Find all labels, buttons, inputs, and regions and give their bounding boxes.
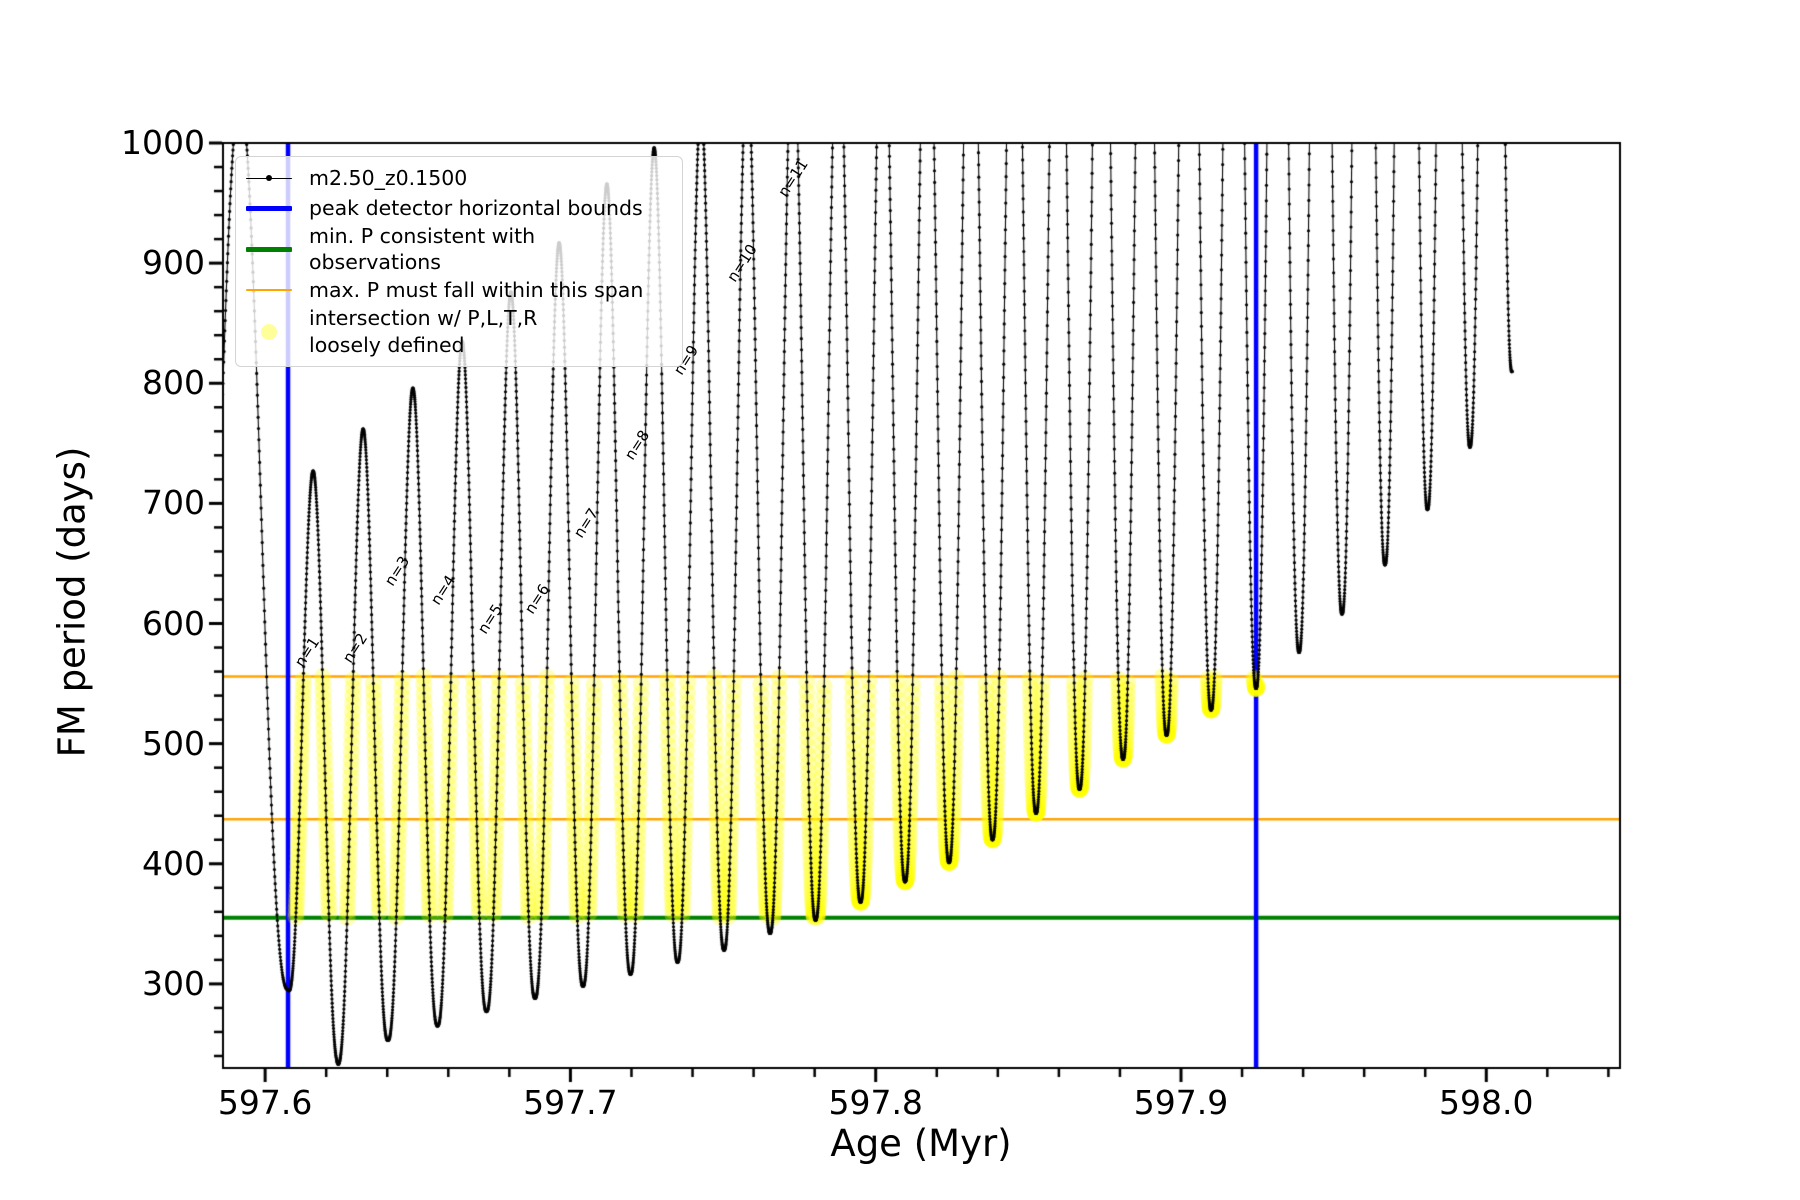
y-axis-title: FM period (days) (50, 446, 94, 758)
legend-item: m2.50_z0.1500 (246, 163, 670, 193)
legend-item-label: peak detector horizontal bounds (309, 195, 643, 220)
x-axis-title: Age (Myr) (830, 1122, 1012, 1165)
y-tick-label: 300 (142, 963, 205, 1003)
x-tick-label: 597.9 (1133, 1083, 1229, 1122)
legend-item-label: max. P must fall within this span (309, 278, 644, 303)
y-tick-label: 800 (142, 363, 205, 403)
legend-item-label: m2.50_z0.1500 (309, 165, 468, 190)
legend-item: min. P consistent with observations (246, 223, 670, 275)
legend-item: max. P must fall within this span (246, 275, 670, 305)
legend-marker-icon (246, 318, 292, 346)
legend-item-label: intersection w/ P,L,T,R loosely defined (309, 306, 538, 357)
legend-item-label: min. P consistent with observations (309, 224, 536, 275)
legend-item: intersection w/ P,L,T,R loosely defined (246, 305, 670, 357)
y-tick-label: 600 (142, 603, 205, 643)
legend-line-icon (246, 164, 292, 192)
legend-line-icon (246, 194, 292, 222)
y-tick-label: 700 (142, 483, 205, 523)
x-tick-label: 597.8 (828, 1083, 923, 1122)
y-tick-label: 500 (142, 723, 205, 763)
x-tick-label: 598.0 (1439, 1083, 1534, 1122)
y-tick-label: 400 (142, 843, 205, 883)
x-tick-label: 597.7 (523, 1083, 618, 1122)
legend-item: peak detector horizontal bounds (246, 193, 670, 223)
x-tick-label: 597.6 (217, 1083, 313, 1122)
legend-line-icon (246, 276, 292, 304)
y-tick-label: 1000 (121, 123, 205, 162)
y-tick-label: 900 (142, 243, 205, 283)
legend-line-icon (246, 235, 292, 263)
